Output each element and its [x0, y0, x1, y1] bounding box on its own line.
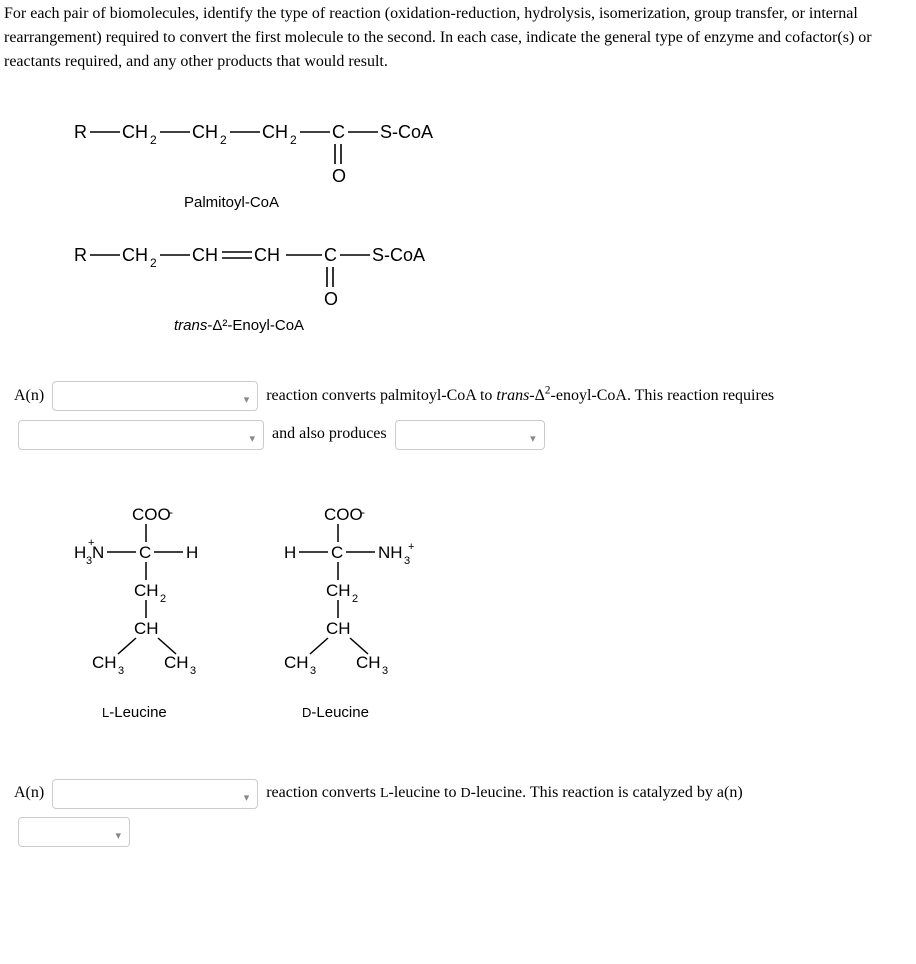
q2-prefix: A(n): [14, 784, 44, 801]
svg-text:-: -: [169, 505, 173, 519]
svg-text:O: O: [332, 166, 346, 186]
svg-text:3: 3: [190, 665, 196, 677]
q1-prefix: A(n): [14, 387, 44, 404]
trans-enoyl-label: trans-Δ²-Enoyl-CoA: [174, 315, 902, 338]
svg-text:2: 2: [150, 133, 157, 147]
d-leucine-structure: COO - H C NH 3 + CH 2 CH CH 3 CH: [274, 504, 424, 725]
svg-text:CH: CH: [192, 122, 218, 142]
svg-text:3: 3: [118, 665, 124, 677]
q1-dropdown-produces[interactable]: [395, 420, 545, 450]
svg-text:R: R: [74, 122, 87, 142]
l-leucine-label: L-Leucine: [102, 702, 214, 725]
q2-text-d: D: [460, 786, 470, 801]
svg-text:CH: CH: [164, 653, 189, 672]
q1-text-e: -enoyl-CoA. This reaction requires: [551, 387, 775, 404]
svg-text:CH: CH: [122, 122, 148, 142]
q2-text-a: reaction converts: [266, 784, 380, 801]
svg-text:NH: NH: [378, 543, 403, 562]
chem-structure-1: R CH 2 CH 2 CH 2 C S-CoA O Palmitoyl-CoA: [74, 118, 902, 337]
svg-text:2: 2: [352, 593, 358, 605]
svg-text:CH: CH: [92, 653, 117, 672]
svg-text:-: -: [361, 505, 365, 519]
svg-text:2: 2: [290, 133, 297, 147]
svg-text:2: 2: [160, 593, 166, 605]
svg-text:C: C: [332, 122, 345, 142]
q2-dropdown-catalyzed-by[interactable]: [18, 817, 130, 847]
l-leucine-structure: COO - H 3 N + C H CH 2 CH CH 3 CH: [74, 504, 214, 725]
svg-text:COO: COO: [324, 505, 363, 524]
q2-text-e: -leucine. This reaction is catalyzed by …: [471, 784, 743, 801]
palmitoyl-coa-structure: R CH 2 CH 2 CH 2 C S-CoA O: [74, 118, 902, 188]
q1-text-b: trans: [496, 387, 529, 404]
svg-text:2: 2: [150, 256, 157, 270]
q2-dropdown-reaction-type[interactable]: [52, 779, 258, 809]
svg-text:3: 3: [404, 555, 410, 567]
svg-text:CH: CH: [326, 581, 351, 600]
q1-text-mid2: and also produces: [272, 425, 391, 442]
svg-text:+: +: [88, 537, 94, 549]
svg-text:C: C: [324, 245, 337, 265]
svg-text:2: 2: [220, 133, 227, 147]
q2-text-c: -leucine to: [389, 784, 461, 801]
svg-text:H: H: [186, 543, 198, 562]
svg-text:S-CoA: S-CoA: [380, 122, 433, 142]
svg-text:CH: CH: [284, 653, 309, 672]
svg-text:3: 3: [382, 665, 388, 677]
svg-text:CH: CH: [192, 245, 218, 265]
svg-text:CH: CH: [134, 581, 159, 600]
q1-text-c: -Δ: [529, 387, 545, 404]
svg-text:CH: CH: [356, 653, 381, 672]
svg-text:CH: CH: [122, 245, 148, 265]
question-prompt: For each pair of biomolecules, identify …: [0, 0, 916, 78]
question-1: A(n) reaction converts palmitoyl-CoA to …: [14, 377, 902, 454]
trans-enoyl-coa-structure: R CH 2 CH CH C S-CoA O: [74, 241, 902, 311]
svg-text:S-CoA: S-CoA: [372, 245, 425, 265]
svg-text:C: C: [331, 543, 343, 562]
svg-text:H: H: [284, 543, 296, 562]
chem-structure-2: COO - H 3 N + C H CH 2 CH CH 3 CH: [74, 504, 902, 725]
question-2: A(n) reaction converts L-leucine to D-le…: [14, 774, 902, 851]
q1-dropdown-reaction-type[interactable]: [52, 381, 258, 411]
svg-text:+: +: [408, 541, 414, 553]
q1-dropdown-requires[interactable]: [18, 420, 264, 450]
q1-text-a: reaction converts palmitoyl-CoA to: [266, 387, 496, 404]
q2-text-b: L: [380, 786, 389, 801]
palmitoyl-label: Palmitoyl-CoA: [184, 192, 902, 215]
svg-text:3: 3: [310, 665, 316, 677]
svg-text:C: C: [139, 543, 151, 562]
svg-text:CH: CH: [262, 122, 288, 142]
svg-text:CH: CH: [326, 619, 351, 638]
svg-text:R: R: [74, 245, 87, 265]
svg-text:CH: CH: [254, 245, 280, 265]
prompt-text: For each pair of biomolecules, identify …: [4, 5, 872, 70]
d-leucine-label: D-Leucine: [302, 702, 424, 725]
svg-text:CH: CH: [134, 619, 159, 638]
svg-text:O: O: [324, 289, 338, 309]
svg-text:COO: COO: [132, 505, 171, 524]
svg-text:H: H: [74, 543, 86, 562]
